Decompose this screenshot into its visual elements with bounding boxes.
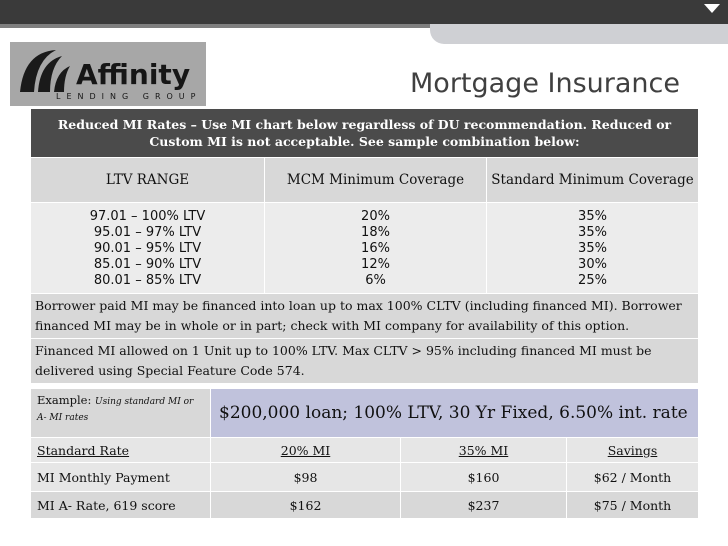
affinity-logo: Affinity LENDING GROUP: [10, 42, 206, 106]
top-bar: [0, 0, 728, 24]
example-subtitle: Using standard MI or A- MI rates: [37, 397, 194, 423]
logo-word: Affinity: [76, 58, 191, 91]
table-cell: $237: [400, 491, 567, 519]
list-item: 12%: [361, 257, 390, 272]
mcm-coverage-cell: 20% 18% 16% 12% 6%: [264, 202, 487, 294]
table-header: Reduced MI Rates – Use MI chart below re…: [30, 108, 699, 158]
example-table: Example: Using standard MI or A- MI rate…: [30, 388, 700, 519]
list-item: 30%: [578, 257, 607, 272]
header-standard-rate: Standard Rate: [30, 437, 211, 463]
list-item: 6%: [365, 273, 386, 288]
header-35-mi: 35% MI: [400, 437, 567, 463]
list-item: 20%: [361, 209, 390, 224]
header-20-mi: 20% MI: [210, 437, 401, 463]
list-item: 35%: [578, 225, 607, 240]
list-item: 80.01 – 85% LTV: [93, 273, 202, 288]
table-cell: $62 / Month: [565, 462, 700, 492]
top-bar-accent: [430, 24, 728, 44]
table-cell: $98: [210, 462, 401, 492]
list-item: 25%: [578, 273, 607, 288]
table-cell: $160: [400, 462, 567, 492]
header-savings: Savings: [565, 437, 700, 463]
ltv-range-cell: 97.01 – 100% LTV 95.01 – 97% LTV 90.01 –…: [30, 202, 265, 294]
table-cell: $162: [210, 491, 401, 519]
list-item: 18%: [361, 225, 390, 240]
list-item: 95.01 – 97% LTV: [93, 225, 202, 240]
list-item: 85.01 – 90% LTV: [93, 257, 202, 272]
mi-rates-table: Reduced MI Rates – Use MI chart below re…: [30, 108, 699, 384]
standard-coverage-cell: 35% 35% 35% 30% 25%: [486, 202, 699, 294]
corner-triangle-icon: [704, 4, 720, 13]
row-label-mi-a-rate: MI A- Rate, 619 score: [30, 491, 211, 519]
logo-subtitle: LENDING GROUP: [56, 92, 202, 101]
row-label-mi-monthly: MI Monthly Payment: [30, 462, 211, 492]
top-bar-line: [0, 24, 728, 28]
col-header-mcm-coverage: MCM Minimum Coverage: [264, 157, 487, 203]
financing-note: Borrower paid MI may be financed into lo…: [30, 293, 699, 339]
list-item: 35%: [578, 241, 607, 256]
example-label: Example: Using standard MI or A- MI rate…: [30, 388, 211, 438]
list-item: 35%: [578, 209, 607, 224]
unit-ltv-note: Financed MI allowed on 1 Unit up to 100%…: [30, 338, 699, 384]
col-header-ltv-range: LTV RANGE: [30, 157, 265, 203]
list-item: 97.01 – 100% LTV: [89, 209, 206, 224]
example-scenario: $200,000 loan; 100% LTV, 30 Yr Fixed, 6.…: [209, 388, 700, 438]
list-item: 16%: [361, 241, 390, 256]
list-item: 90.01 – 95% LTV: [93, 241, 202, 256]
col-header-standard-coverage: Standard Minimum Coverage: [486, 157, 699, 203]
arch-logo-icon: [20, 50, 70, 92]
example-title: Example:: [37, 393, 92, 407]
table-cell: $75 / Month: [565, 491, 700, 519]
page-title: Mortgage Insurance: [410, 68, 680, 99]
